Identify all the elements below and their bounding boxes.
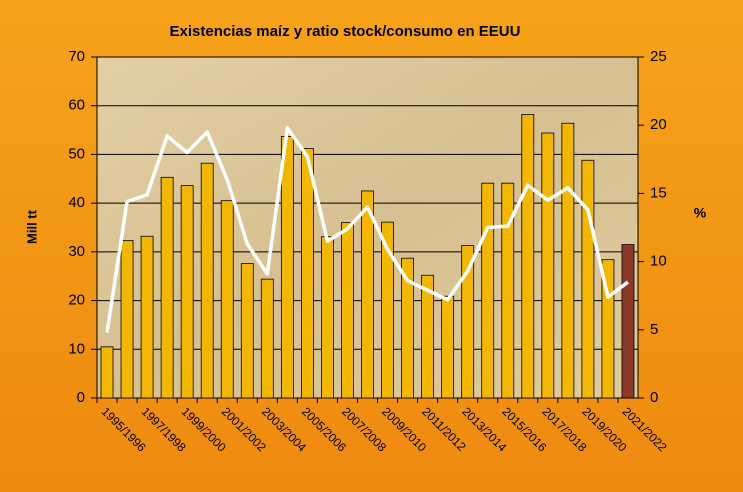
bar bbox=[421, 274, 435, 399]
y-tick-label: 40 bbox=[68, 194, 85, 211]
y-tick-label: 50 bbox=[68, 145, 85, 162]
bar bbox=[381, 221, 394, 399]
chart-title: Existencias maíz y ratio stock/consumo e… bbox=[170, 23, 521, 40]
y2-tick-label: 25 bbox=[650, 48, 667, 65]
y-tick-label: 20 bbox=[68, 292, 85, 309]
bar bbox=[481, 182, 495, 399]
y-tick-label: 30 bbox=[68, 243, 85, 260]
bar bbox=[300, 148, 314, 399]
bar bbox=[581, 159, 595, 399]
bar bbox=[200, 162, 214, 399]
line bbox=[105, 126, 630, 333]
bar bbox=[461, 245, 475, 399]
y-axis-label: Mill tt bbox=[24, 209, 39, 244]
bar bbox=[160, 176, 174, 399]
bar bbox=[100, 346, 114, 399]
bar bbox=[501, 182, 515, 399]
bar bbox=[361, 190, 374, 399]
bar bbox=[561, 122, 575, 399]
bar bbox=[401, 257, 414, 399]
bar bbox=[621, 244, 635, 399]
y-tick-label: 60 bbox=[68, 97, 85, 114]
bar bbox=[280, 136, 294, 399]
y2-tick-label: 10 bbox=[650, 253, 667, 270]
bar bbox=[541, 132, 555, 399]
y2-tick-label: 20 bbox=[650, 116, 667, 133]
bar bbox=[260, 278, 274, 399]
y-tick-label: 10 bbox=[68, 340, 85, 357]
y2-tick-label: 0 bbox=[650, 389, 658, 406]
bar bbox=[240, 263, 254, 399]
bar bbox=[441, 295, 455, 399]
bar bbox=[521, 114, 535, 399]
bar bbox=[220, 200, 234, 399]
bar bbox=[120, 240, 134, 399]
bar bbox=[321, 236, 334, 399]
y2-tick-label: 15 bbox=[650, 184, 667, 201]
y-tick-label: 70 bbox=[68, 48, 85, 65]
y-tick-label: 0 bbox=[77, 389, 85, 406]
bar bbox=[341, 222, 354, 399]
bar bbox=[140, 235, 154, 399]
bar bbox=[180, 185, 194, 399]
y2-tick-label: 5 bbox=[650, 321, 658, 338]
y2-axis-label: % bbox=[694, 205, 707, 221]
